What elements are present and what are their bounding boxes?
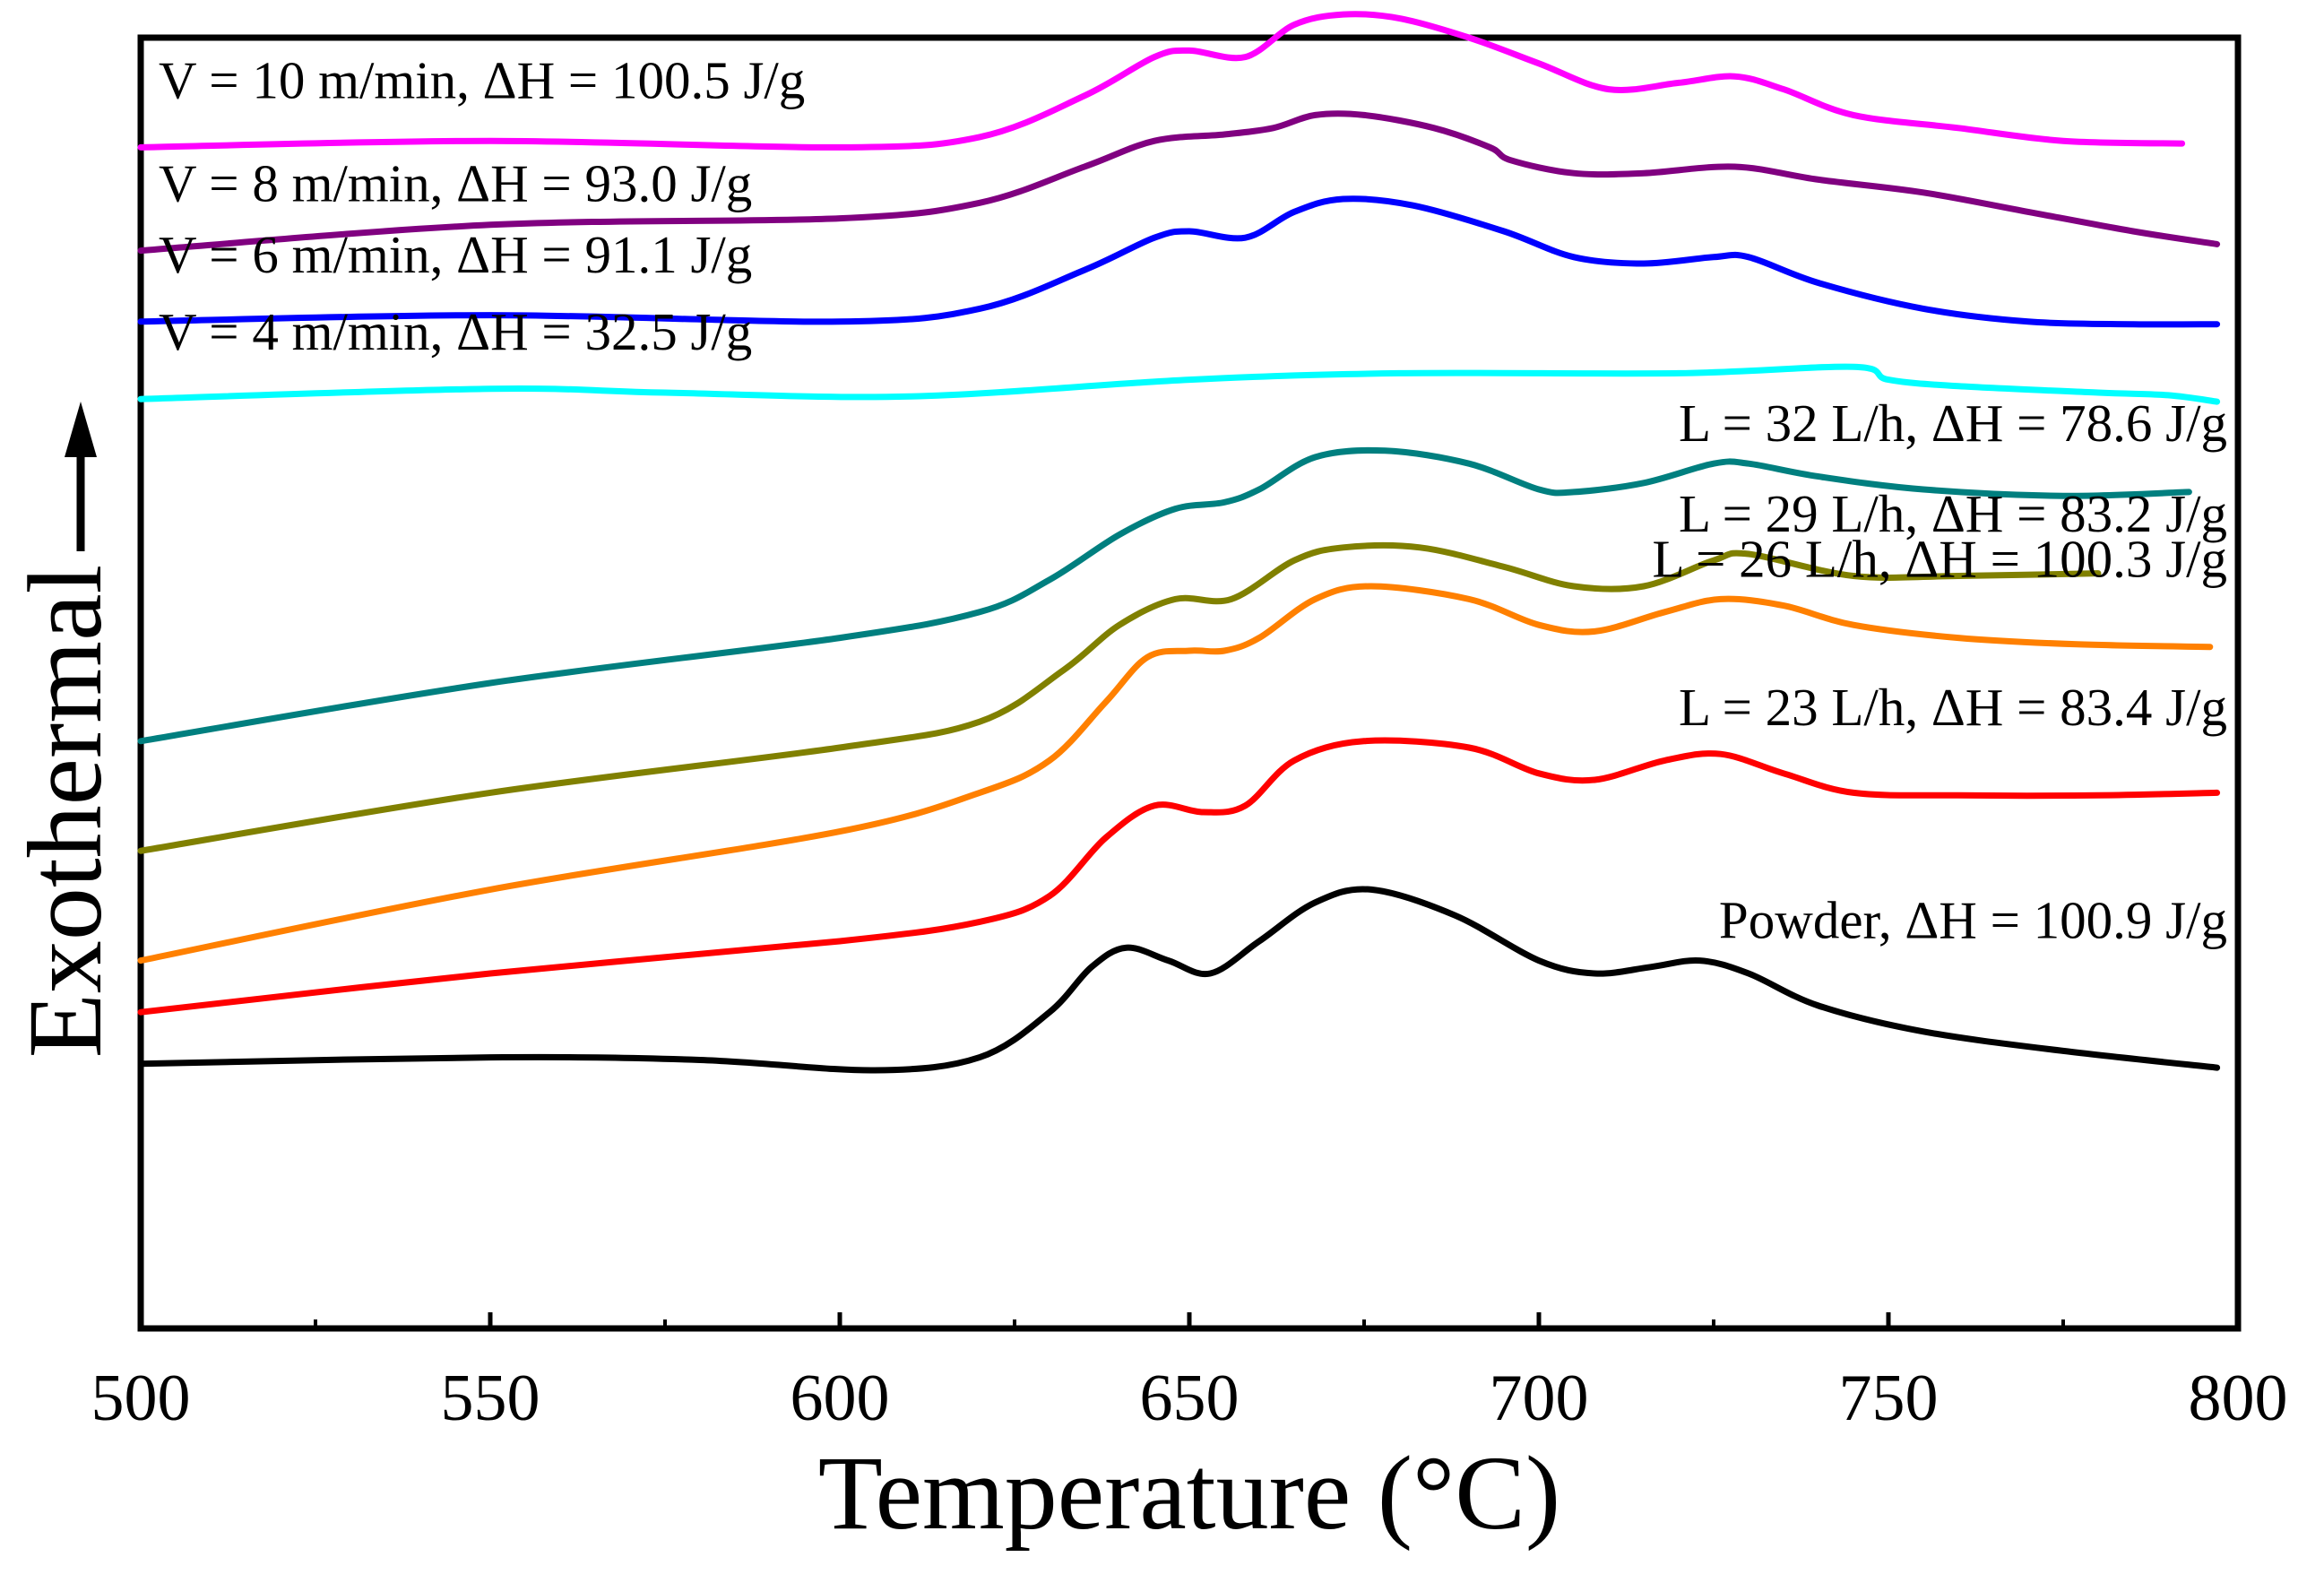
x-tick-label: 500 [91, 1362, 191, 1435]
y-axis-title: Exothermal [6, 565, 124, 1058]
x-tick-label: 700 [1490, 1362, 1589, 1435]
series-label: L = 26 L/h, ΔH = 100.3 J/g [1653, 529, 2227, 588]
series-line [137, 583, 2214, 965]
exothermal-arrow-icon [65, 402, 97, 551]
series-label: L = 29 L/h, ΔH = 83.2 J/g [1679, 484, 2227, 543]
series-line [137, 363, 2221, 405]
series-label: Powder, ΔH = 100.9 J/g [1719, 891, 2227, 950]
x-tick-label: 650 [1140, 1362, 1240, 1435]
x-axis-title: Temperature (°C) [818, 1434, 1560, 1552]
x-tick-label: 600 [791, 1362, 890, 1435]
x-tick-label: 800 [2189, 1362, 2288, 1435]
series-label: L = 32 L/h, ΔH = 78.6 J/g [1679, 394, 2227, 453]
series-label: V = 8 m/min, ΔH = 93.0 J/g [159, 154, 752, 213]
series-layer [137, 11, 2221, 1074]
series-line [137, 886, 2221, 1074]
x-tick-label: 550 [441, 1362, 540, 1435]
x-axis-ticks [138, 1312, 2241, 1328]
series-label: V = 4 m/min, ΔH = 32.5 J/g [159, 302, 752, 361]
series-labels: V = 10 m/min, ΔH = 100.5 J/g V = 8 m/min,… [159, 50, 2227, 949]
series-line [137, 11, 2186, 151]
series-line [137, 737, 2221, 1016]
x-tick-label: 750 [1839, 1362, 1939, 1435]
series-line [137, 195, 2221, 328]
series-line [137, 446, 2192, 745]
series-label: V = 10 m/min, ΔH = 100.5 J/g [159, 50, 805, 109]
series-label: V = 6 m/min, ΔH = 91.1 J/g [159, 225, 752, 284]
series-label: L = 23 L/h, ΔH = 83.4 J/g [1679, 678, 2227, 737]
series-line [137, 110, 2221, 255]
series-line [137, 542, 2102, 854]
x-axis-tick-labels: 500 550 600 650 700 750 800 [91, 1362, 2288, 1435]
